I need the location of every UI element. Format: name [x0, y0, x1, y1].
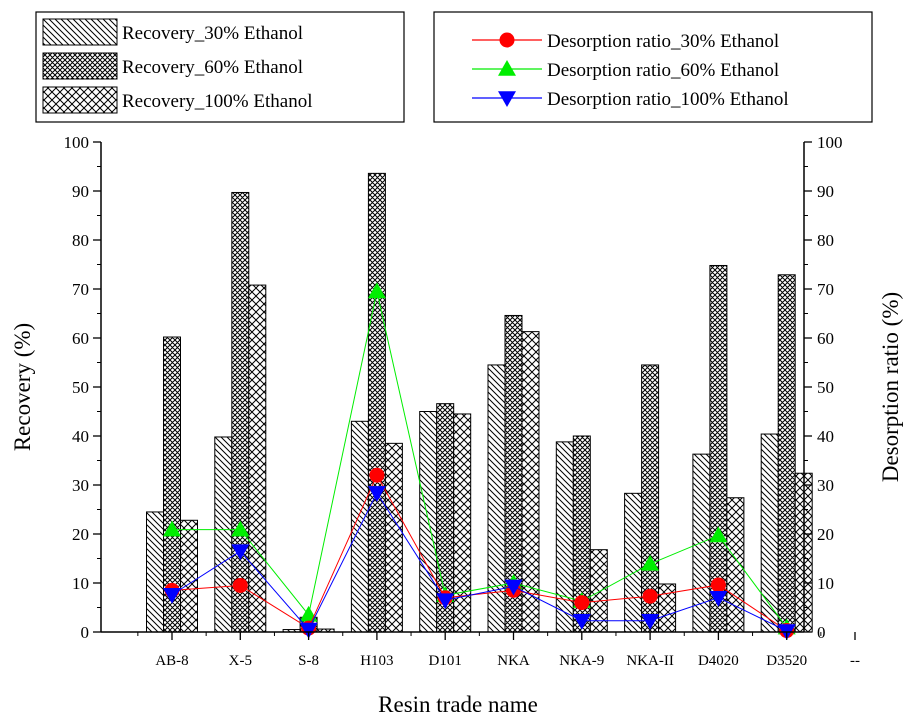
legend-label: Recovery_100% Ethanol: [122, 91, 312, 112]
ticks-layer: 0010102020303040405050606070708080909010…: [64, 133, 861, 669]
point-triangle-down-nka: [504, 579, 523, 596]
y2-tick-label: 50: [817, 378, 834, 397]
point-triangle-down-nka-9: [572, 613, 591, 630]
lines-layer: [163, 282, 796, 641]
legend-swatch-crosshatch: [42, 86, 118, 114]
y2-tick-label: 10: [817, 574, 834, 593]
x-tick-label: --: [850, 653, 860, 669]
x-tick-label: H103: [360, 653, 393, 669]
x-tick-label: D3520: [766, 653, 807, 669]
point-triangle-down-nka-ii: [641, 613, 660, 630]
legend-marker-triangle-down: [498, 91, 516, 107]
y2-axis-title: Desorption ratio (%): [878, 292, 903, 482]
legend-label: Desorption ratio_60% Ethanol: [547, 60, 779, 81]
point-circle-x-5: [232, 577, 248, 593]
point-circle-d4020: [710, 577, 726, 593]
point-circle-h103: [369, 467, 385, 483]
bar-crosshatch-nka: [521, 331, 540, 633]
point-triangle-down-ab-8: [163, 588, 181, 604]
legend-label: Desorption ratio_100% Ethanol: [547, 89, 789, 110]
y-tick-label: 70: [72, 280, 89, 299]
point-triangle-up-h103: [367, 282, 386, 299]
point-triangle-down-h103: [367, 486, 386, 502]
y-axis-title: Recovery (%): [10, 323, 35, 451]
legend-label: Desorption ratio_30% Ethanol: [547, 31, 779, 52]
y2-tick-label: 100: [817, 133, 843, 152]
y2-tick-label: 30: [817, 476, 834, 495]
legend-marker-triangle-up: [498, 60, 516, 76]
point-triangle-up-ab-8: [163, 520, 181, 537]
bar-crosshatch-ab-8: [180, 519, 198, 633]
point-triangle-down-s-8: [299, 622, 318, 639]
bar-diagonal-x-5: [214, 436, 233, 633]
bars-layer: [146, 172, 813, 633]
legend-bars: Recovery_30% Ethanol Recovery_60% Ethanol…: [35, 11, 405, 123]
y-tick-label: 60: [72, 329, 89, 348]
x-tick-label: S-8: [298, 653, 319, 669]
line-triangle-up: [172, 291, 788, 628]
x-tick-label: D101: [429, 653, 462, 669]
bar-diagonal-nka-ii: [624, 492, 643, 633]
x-tick-label: X-5: [229, 653, 252, 669]
x-tick-label: NKA-II: [626, 653, 673, 669]
point-triangle-down-d101: [436, 593, 455, 610]
legend-swatch-dense-crosshatch: [42, 52, 118, 80]
legend-swatch-diagonal: [42, 18, 118, 46]
bar-dense-crosshatch-x-5: [231, 191, 250, 633]
bar-dense-crosshatch-h103: [367, 172, 386, 633]
y-tick-label: 100: [64, 133, 90, 152]
y2-tick-label: 90: [817, 182, 834, 201]
x-tick-label: D4020: [698, 653, 739, 669]
point-circle-nka-ii: [642, 588, 658, 604]
y-tick-label: 20: [72, 525, 89, 544]
point-triangle-up-nka-ii: [641, 554, 660, 571]
y-tick-label: 0: [81, 623, 90, 642]
x-tick-label: NKA: [497, 653, 530, 669]
legend-label: Recovery_60% Ethanol: [122, 57, 303, 78]
x-tick-label: AB-8: [155, 653, 188, 669]
legend-marker-circle: [499, 32, 515, 48]
y2-tick-label: 20: [817, 525, 834, 544]
line-triangle-down: [171, 491, 787, 632]
bar-crosshatch-d101: [453, 413, 472, 633]
bar-dense-crosshatch-d4020: [709, 264, 728, 633]
y-tick-label: 30: [72, 476, 89, 495]
y-tick-label: 90: [72, 182, 89, 201]
x-axis-title: Resin trade name: [378, 692, 538, 717]
bar-dense-crosshatch-d3520: [777, 274, 796, 633]
y-tick-label: 10: [72, 574, 89, 593]
bar-diagonal-ab-8: [146, 511, 164, 633]
bar-crosshatch-d4020: [726, 497, 745, 633]
y-tick-label: 40: [72, 427, 89, 446]
y2-tick-label: 40: [817, 427, 834, 446]
y2-tick-label: 80: [817, 231, 834, 250]
point-triangle-down-d4020: [709, 590, 728, 607]
y2-tick-label: 60: [817, 329, 834, 348]
legend-lines: Desorption ratio_30% Ethanol Desorption r…: [433, 11, 873, 123]
y-tick-label: 50: [72, 378, 89, 397]
bar-crosshatch-nka-ii: [658, 583, 677, 633]
line-circle: [171, 474, 787, 631]
point-triangle-up-d4020: [709, 526, 728, 543]
y-tick-label: 80: [72, 231, 89, 250]
y2-tick-label: 70: [817, 280, 834, 299]
x-tick-label: NKA-9: [559, 653, 604, 669]
bar-crosshatch-x-5: [248, 284, 267, 633]
point-triangle-down-x-5: [231, 544, 250, 561]
legend-label: Recovery_30% Ethanol: [122, 23, 303, 44]
point-triangle-up-x-5: [231, 520, 250, 537]
bar-crosshatch-nka-9: [589, 549, 608, 633]
bar-crosshatch-h103: [384, 442, 403, 633]
bar-diagonal-nka-9: [555, 441, 574, 633]
point-circle-nka-9: [574, 595, 590, 611]
bar-diagonal-d3520: [760, 433, 779, 633]
